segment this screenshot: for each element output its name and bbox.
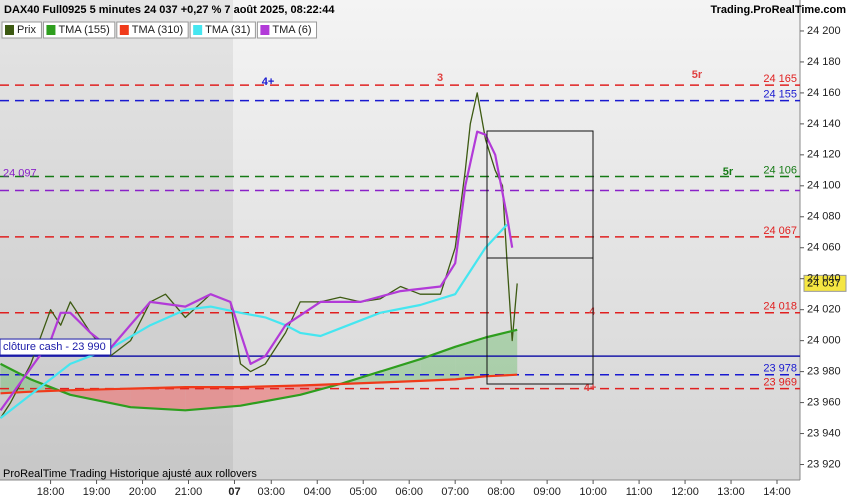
annotation: 5r xyxy=(692,69,703,81)
y-tick-label: 23 920 xyxy=(807,458,841,470)
legend-swatch xyxy=(5,25,14,35)
level-label: 24 067 xyxy=(763,225,797,237)
legend-box xyxy=(189,21,256,39)
level-label: 24 155 xyxy=(763,89,797,101)
ma-area xyxy=(130,387,186,411)
x-tick-label: 14:00 xyxy=(763,486,791,498)
level-label: 23 978 xyxy=(763,363,797,375)
ma-area xyxy=(485,329,518,377)
legend-label: TMA (6) xyxy=(272,24,311,36)
last-price-box xyxy=(803,274,847,292)
y-tick-label: 23 940 xyxy=(807,427,841,439)
y-tick-label: 24 020 xyxy=(807,304,841,316)
ma-area xyxy=(420,346,456,381)
level-label: 24 018 xyxy=(763,301,797,313)
x-tick-label: 03:00 xyxy=(257,486,285,498)
legend-label: TMA (310) xyxy=(132,24,183,36)
y-tick-label: 24 080 xyxy=(807,211,841,223)
legend-swatch xyxy=(119,25,129,35)
y-tick-label: 24 140 xyxy=(807,118,841,130)
ma-area xyxy=(455,337,486,380)
legend-swatch xyxy=(193,25,203,35)
y-tick-label: 24 040 xyxy=(807,273,841,285)
level-label: clôture cash - 23 990 xyxy=(3,341,106,353)
ma-area xyxy=(70,388,131,408)
ma-area xyxy=(380,359,421,383)
legend-box xyxy=(42,21,116,39)
x-tick-label: 04:00 xyxy=(303,486,331,498)
annotation: 4+ xyxy=(584,382,597,394)
ma-area xyxy=(185,387,241,411)
x-tick-label: 07 xyxy=(228,486,240,498)
x-tick-label: 05:00 xyxy=(349,486,377,498)
legend-label: TMA (155) xyxy=(58,24,109,36)
annotation: 5r xyxy=(723,166,734,178)
last-price-label: 24 037 xyxy=(807,277,841,289)
legend-label: TMA (31) xyxy=(205,24,250,36)
y-tick-label: 23 960 xyxy=(807,396,841,408)
level-label: 24 106 xyxy=(763,164,797,176)
series-line xyxy=(0,130,514,411)
y-tick-label: 24 120 xyxy=(807,149,841,161)
annotation: 4 xyxy=(589,306,596,318)
y-tick-label: 24 180 xyxy=(807,56,841,68)
y-tick-label: 24 160 xyxy=(807,87,841,99)
y-tick-label: 24 100 xyxy=(807,180,841,192)
chart-title: DAX40 Full0925 5 minutes 24 037 +0,27 % … xyxy=(4,4,335,16)
series-line xyxy=(0,92,518,419)
x-tick-label: 10:00 xyxy=(579,486,607,498)
legend-swatch xyxy=(260,25,270,35)
x-tick-label: 18:00 xyxy=(37,486,65,498)
y-tick-label: 23 980 xyxy=(807,366,841,378)
x-tick-label: 11:00 xyxy=(626,486,653,498)
footer: ProRealTime Trading Historique ajusté au… xyxy=(3,468,257,480)
annotation: 4+ xyxy=(262,76,275,88)
x-tick-label: 20:00 xyxy=(129,486,157,498)
x-tick-label: 06:00 xyxy=(395,486,423,498)
x-tick-label: 19:00 xyxy=(83,486,111,498)
x-tick-label: 12:00 xyxy=(671,486,699,498)
ma-area xyxy=(240,385,301,406)
level-label: 23 969 xyxy=(763,377,797,389)
ma-area xyxy=(0,363,31,394)
level-label: 24 097 xyxy=(3,167,37,179)
series-line xyxy=(0,373,518,395)
series-line xyxy=(0,223,508,419)
legend-label: Prix xyxy=(17,24,36,36)
legend-box xyxy=(116,21,189,39)
x-tick-label: 09:00 xyxy=(533,486,561,498)
x-tick-label: 08:00 xyxy=(487,486,515,498)
y-tick-label: 24 200 xyxy=(807,25,841,37)
legend-box xyxy=(256,21,318,39)
x-tick-label: 13:00 xyxy=(717,486,745,498)
series-line xyxy=(0,328,518,412)
y-tick-label: 24 000 xyxy=(807,335,841,347)
x-tick-label: 07:00 xyxy=(441,486,469,498)
x-tick-label: 21:00 xyxy=(175,486,203,498)
legend-swatch xyxy=(46,25,56,35)
source: Trading.ProRealTime.com xyxy=(710,4,846,16)
annotation: 3 xyxy=(437,72,443,84)
level-label: 24 165 xyxy=(763,73,797,85)
y-tick-label: 24 060 xyxy=(807,242,841,254)
level-label-box xyxy=(0,338,112,356)
